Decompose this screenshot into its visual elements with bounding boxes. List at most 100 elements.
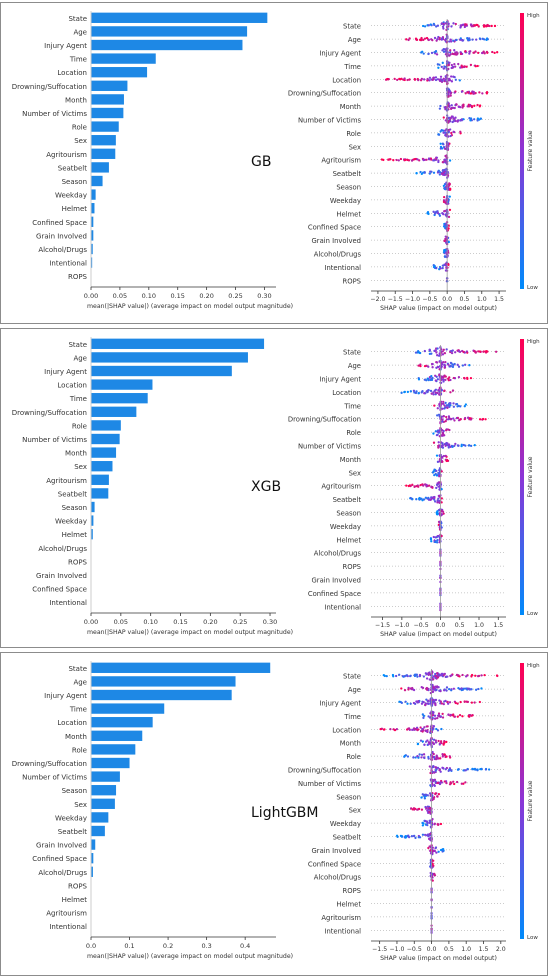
beeswarm-point xyxy=(414,351,418,354)
beeswarm-point xyxy=(434,741,438,744)
beeswarm-point xyxy=(434,76,438,79)
beeswarm-point xyxy=(435,351,438,354)
beeswarm-point xyxy=(423,378,426,381)
beeswarm-point xyxy=(405,728,409,731)
bar-category-label: Helmet xyxy=(62,531,88,539)
beeswarm-point xyxy=(436,539,439,542)
beeswarm-point xyxy=(469,444,473,448)
beeswarm-point xyxy=(435,486,438,490)
beeswarm-point xyxy=(431,362,434,366)
beeswarm-point xyxy=(434,672,437,676)
beeswarm-feature-label: Age xyxy=(348,686,361,694)
beeswarm-point xyxy=(449,38,452,41)
beeswarm-point xyxy=(442,199,446,202)
beeswarm-point xyxy=(453,49,456,52)
beeswarm-point xyxy=(494,350,498,353)
beeswarm-point xyxy=(444,454,447,458)
beeswarm-point xyxy=(437,850,440,853)
beeswarm-point xyxy=(449,361,453,365)
beeswarm-point xyxy=(469,377,473,380)
beeswarm-point xyxy=(411,498,414,501)
beeswarm-point xyxy=(412,756,415,759)
beeswarm-point xyxy=(445,689,448,692)
bar-category-label: State xyxy=(68,341,87,349)
beeswarm-point xyxy=(412,158,416,161)
beeswarm-point xyxy=(426,702,429,705)
beeswarm-point xyxy=(425,730,428,733)
beeswarm-x-tick-label: 0.5 xyxy=(455,622,465,629)
beeswarm-point xyxy=(436,24,440,27)
beeswarm-feature-label: Sex xyxy=(349,143,361,151)
panel-gb: State Age Injury Agent Time Location Drowning… xyxy=(0,2,548,324)
beeswarm-point xyxy=(414,836,417,840)
beeswarm-point xyxy=(420,796,423,799)
beeswarm-point xyxy=(428,821,431,824)
bar-x-tick-label: 0.30 xyxy=(257,292,271,300)
colorbar xyxy=(520,339,524,615)
beeswarm-point xyxy=(460,443,463,446)
beeswarm-point xyxy=(413,77,416,81)
beeswarm-point xyxy=(448,195,451,198)
beeswarm-point xyxy=(445,37,448,40)
beeswarm-point xyxy=(432,265,436,269)
beeswarm-point xyxy=(436,361,439,364)
beeswarm-point xyxy=(469,92,473,95)
beeswarm-point xyxy=(449,364,452,368)
bar xyxy=(91,662,271,673)
beeswarm-point xyxy=(451,389,455,392)
beeswarm-point xyxy=(445,348,448,351)
beeswarm-point xyxy=(405,674,409,677)
beeswarm-point xyxy=(470,675,473,678)
beeswarm-point xyxy=(441,460,444,463)
bar-category-label: Age xyxy=(73,354,87,362)
beeswarm-point xyxy=(442,131,445,134)
model-label: GB xyxy=(251,154,271,170)
beeswarm-point xyxy=(420,756,423,759)
beeswarm-point xyxy=(436,391,439,395)
bar-x-tick-label: 0.00 xyxy=(84,618,98,626)
bar xyxy=(91,243,93,255)
beeswarm-point xyxy=(470,25,473,28)
beeswarm-point xyxy=(438,107,442,110)
beeswarm-feature-label: Drowning/Suffocation xyxy=(288,767,361,775)
beeswarm-point xyxy=(443,201,447,204)
bar xyxy=(91,53,156,64)
beeswarm-point xyxy=(443,352,447,355)
beeswarm-point xyxy=(467,416,470,419)
beeswarm-point xyxy=(447,67,450,71)
bar xyxy=(91,501,95,513)
beeswarm-point xyxy=(443,741,446,745)
beeswarm-point xyxy=(449,51,452,54)
beeswarm-x-tick-label: 1.5 xyxy=(479,946,489,953)
bar xyxy=(91,866,93,877)
beeswarm-x-tick-label: 0.5 xyxy=(444,946,454,953)
beeswarm-point xyxy=(409,390,413,393)
beeswarm-point xyxy=(403,77,406,80)
beeswarm-point xyxy=(412,389,416,392)
beeswarm-point xyxy=(461,673,464,677)
beeswarm-point xyxy=(416,675,419,678)
bar-category-label: Sex xyxy=(74,463,87,471)
bar-x-tick-label: 0.15 xyxy=(173,618,187,626)
beeswarm-point xyxy=(452,119,456,123)
beeswarm-point xyxy=(436,407,439,410)
beeswarm-point xyxy=(432,76,436,79)
beeswarm-feature-label: State xyxy=(343,673,361,681)
beeswarm-point xyxy=(438,78,441,81)
bar xyxy=(91,379,153,390)
beeswarm-point xyxy=(436,541,439,544)
beeswarm-point xyxy=(439,145,443,149)
beeswarm-point xyxy=(407,38,410,42)
bar-category-label: Number of Victims xyxy=(22,774,87,782)
beeswarm-feature-label: Month xyxy=(340,740,361,748)
beeswarm-point xyxy=(432,764,435,768)
beeswarm-point xyxy=(428,806,431,810)
beeswarm-point xyxy=(438,674,441,677)
bar-category-label: Sex xyxy=(74,801,87,809)
beeswarm-x-axis-label: SHAP value (impact on model output) xyxy=(380,305,497,312)
beeswarm-point xyxy=(464,675,468,678)
beeswarm-feature-label: Season xyxy=(336,184,361,192)
beeswarm-point xyxy=(450,80,454,83)
beeswarm-point xyxy=(427,498,431,501)
beeswarm-point xyxy=(460,782,463,785)
